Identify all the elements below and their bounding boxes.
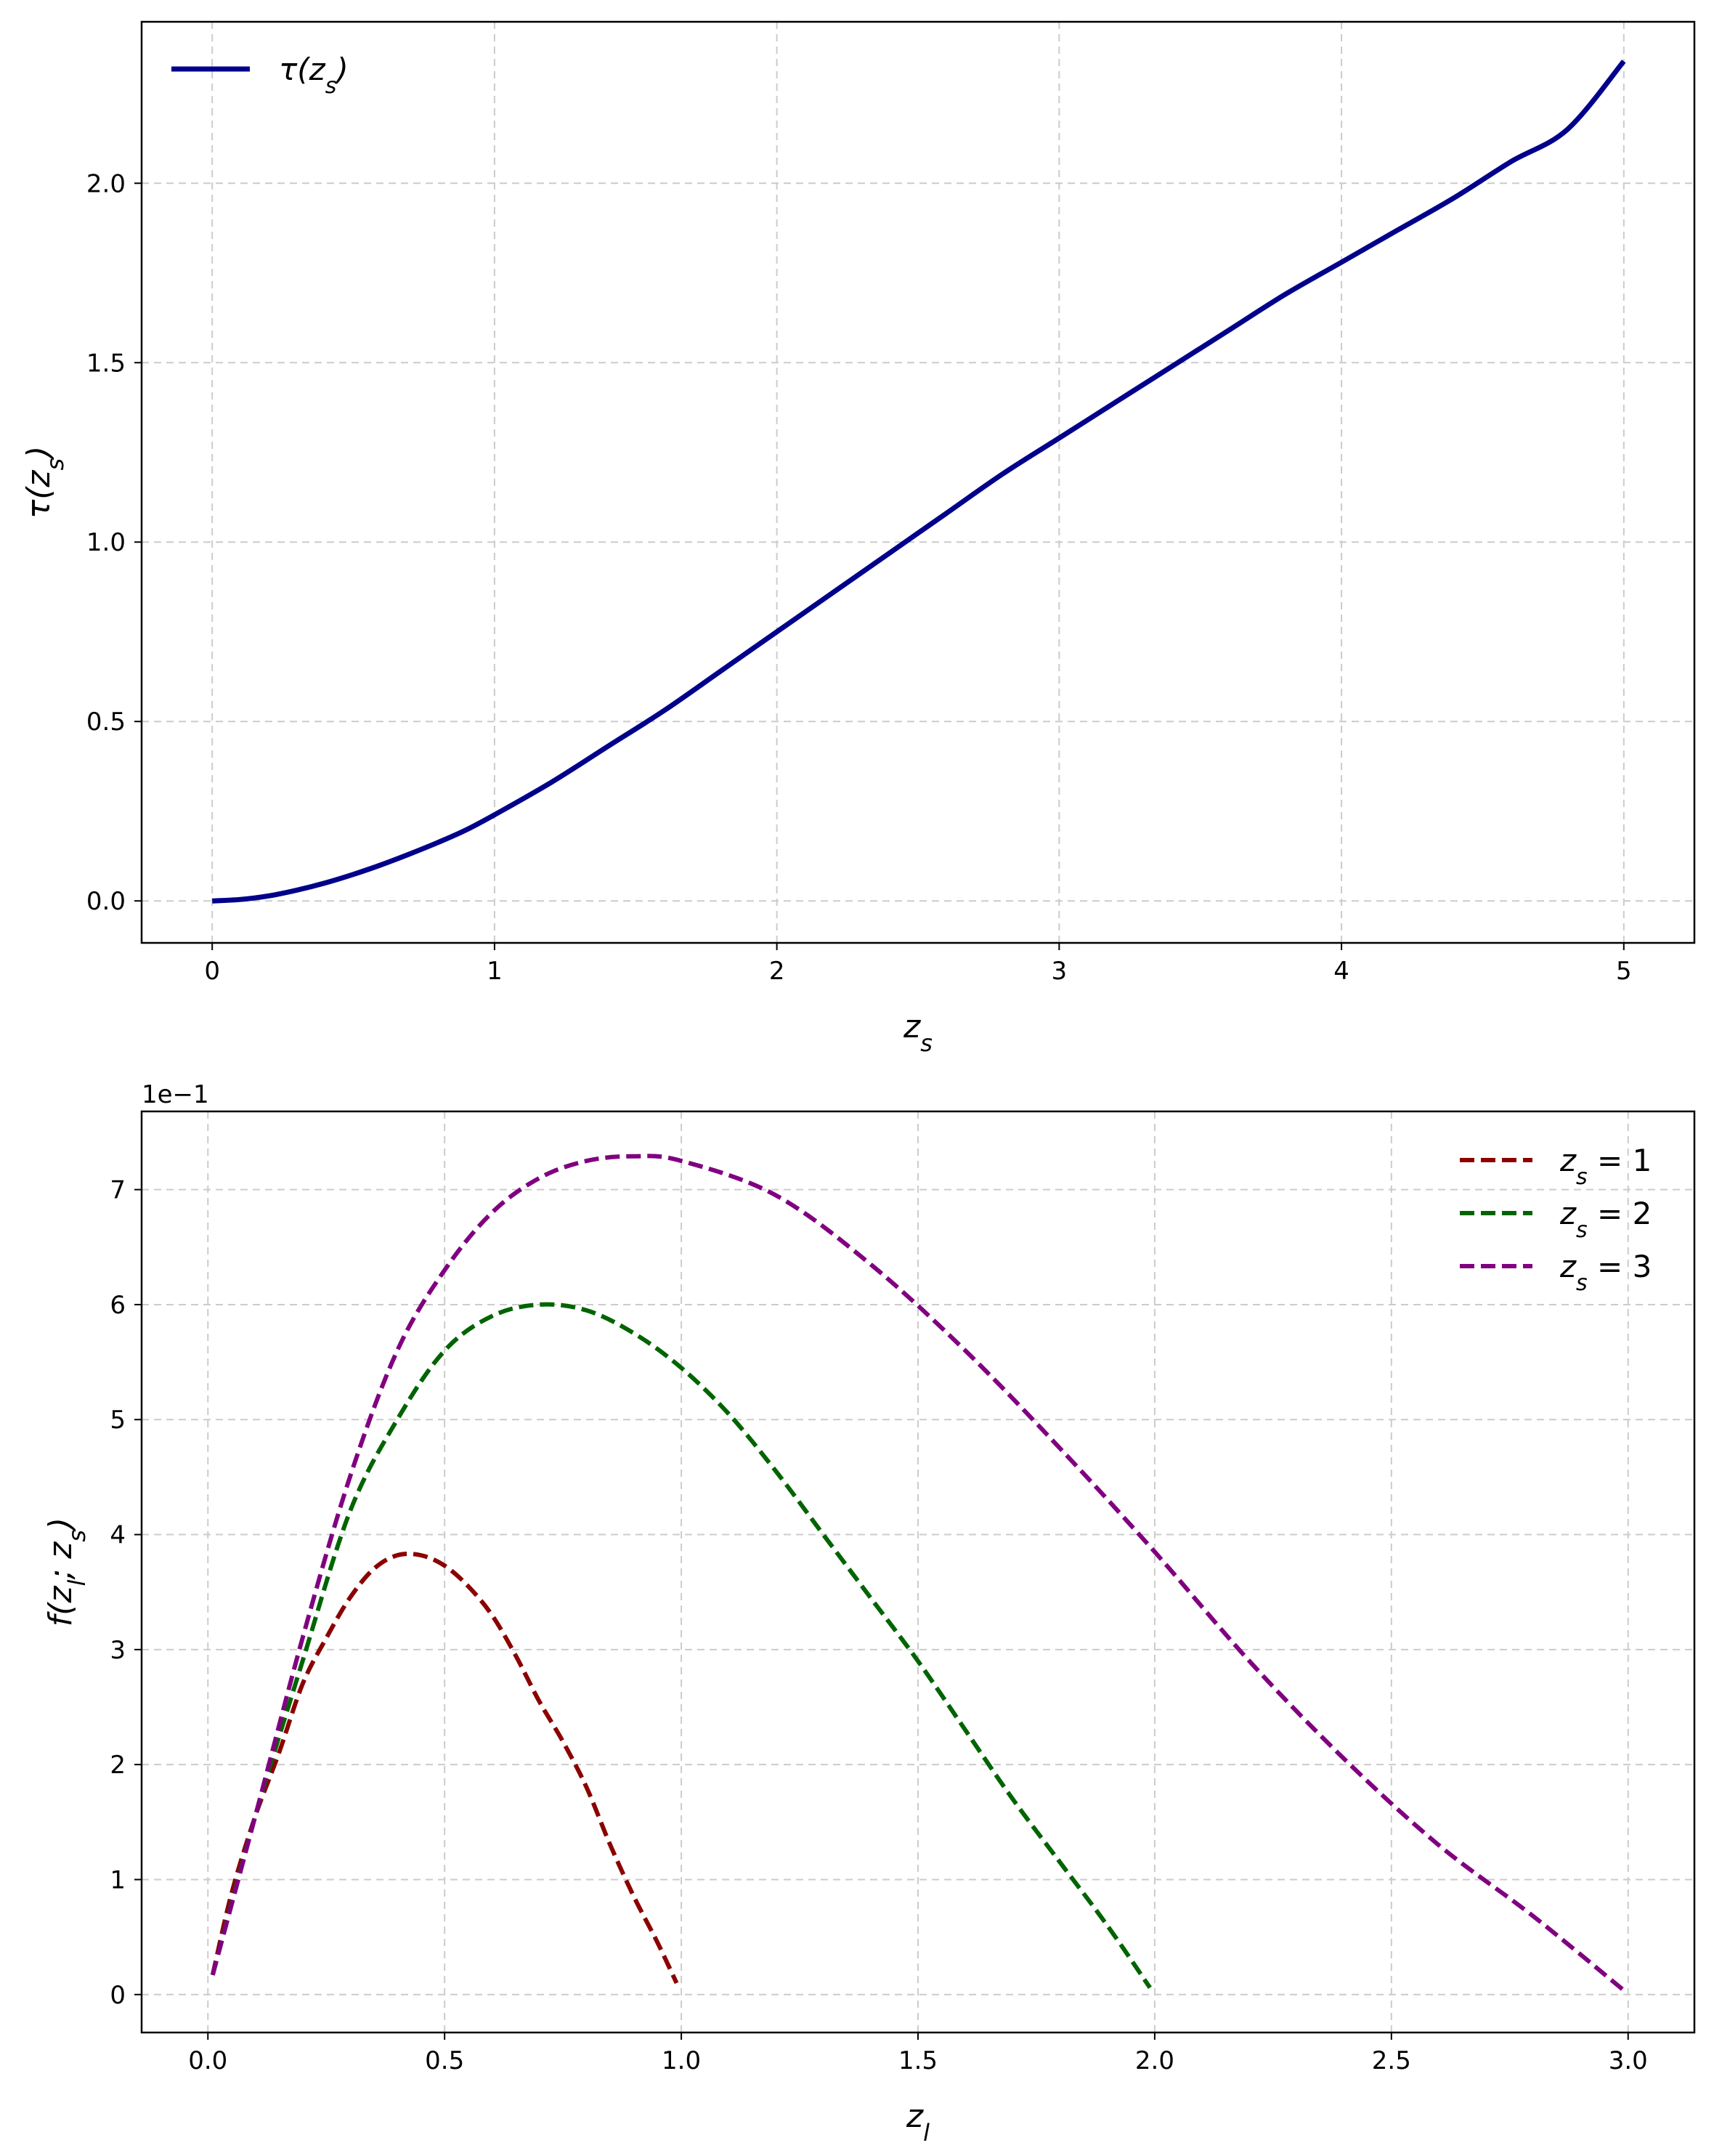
lensing-plot-panel: 0.0 0.5 1.0 1.5 2.0 2.5 3.0 0 1 2 3 4 5 6 7 1e−1 zl f(… [42, 1080, 1696, 2147]
legend-label-zs2: zs = 2 [1559, 1196, 1652, 1243]
lensing-plot-ytick-label: 5 [110, 1406, 126, 1435]
lensing-plot-xlabel: zl [906, 2098, 930, 2147]
tau-plot-panel: 0 1 2 3 4 5 0.0 0.5 1.0 1.5 2.0 zs τ(zs) τ(zs) [20, 20, 1696, 1057]
lensing-plot-series-line-3 [210, 1154, 1625, 1992]
tau-plot-xtick-label: 4 [1333, 957, 1349, 986]
tau-plot-ylabel: τ(zs) [20, 446, 69, 519]
lensing-plot-ylabel: f(zl; zs) [42, 1517, 91, 1626]
lensing-plot-xtick-label: 2.5 [1372, 2046, 1411, 2075]
lensing-plot-ytick-label: 4 [110, 1521, 126, 1550]
lensing-plot-legend: zs = 1 zs = 2 zs = 3 [1460, 1143, 1652, 1296]
legend-label-tau: τ(zs) [279, 52, 349, 99]
lensing-plot-ytick-label: 6 [110, 1291, 126, 1320]
tau-plot-ytick-label: 2.0 [86, 169, 126, 198]
lensing-plot-xtick-label: 1.5 [898, 2046, 938, 2075]
lensing-plot-ytick-label: 3 [110, 1636, 126, 1665]
tau-plot-xtick-label: 0 [204, 957, 220, 986]
lensing-plot-xtick-label: 0.5 [425, 2046, 464, 2075]
tau-plot-xtick-label: 3 [1052, 957, 1068, 986]
legend-label-zs3: zs = 3 [1559, 1249, 1652, 1296]
lensing-plot-grid [142, 1111, 1694, 2033]
tau-plot-ytick-label: 0.5 [86, 708, 126, 737]
tau-plot-series-line-1 [212, 60, 1626, 904]
tau-plot-xtick-label: 2 [769, 957, 785, 986]
tau-plot-ticks: 0 1 2 3 4 5 0.0 0.5 1.0 1.5 2.0 [86, 169, 1632, 986]
tau-plot-ytick-label: 1.5 [86, 349, 126, 378]
lensing-plot-ytick-label: 0 [110, 1981, 126, 2010]
tau-plot-xlabel: zs [903, 1008, 933, 1057]
lensing-plot-xtick-label: 3.0 [1609, 2046, 1648, 2075]
lensing-plot-series-line-2 [210, 1302, 1152, 1989]
lensing-plot-offset-label: 1e−1 [142, 1080, 209, 1109]
tau-plot-ytick-label: 1.0 [86, 528, 126, 557]
lensing-plot-ytick-label: 2 [110, 1751, 126, 1780]
lensing-plot-xtick-label: 1.0 [662, 2046, 701, 2075]
lensing-plot-ticks: 0.0 0.5 1.0 1.5 2.0 2.5 3.0 0 1 2 3 4 5 6 7 [110, 1176, 1647, 2075]
lensing-plot-series-line-1 [210, 1551, 679, 1985]
tau-plot-grid [142, 22, 1694, 943]
lensing-plot-ytick-label: 7 [110, 1176, 126, 1205]
legend-label-zs1: zs = 1 [1559, 1143, 1652, 1190]
tau-plot-ytick-label: 0.0 [86, 887, 126, 916]
tau-plot-xtick-label: 5 [1616, 957, 1632, 986]
lensing-plot-ytick-label: 1 [110, 1865, 126, 1894]
lensing-plot-xtick-label: 0.0 [188, 2046, 227, 2075]
lensing-plot-series [210, 1154, 1625, 1992]
tau-plot-series [212, 60, 1626, 904]
lensing-plot-xtick-label: 2.0 [1135, 2046, 1174, 2075]
tau-plot-legend: τ(zs) [171, 52, 349, 99]
tau-plot-frame [140, 20, 1696, 944]
tau-plot-xtick-label: 1 [487, 957, 503, 986]
